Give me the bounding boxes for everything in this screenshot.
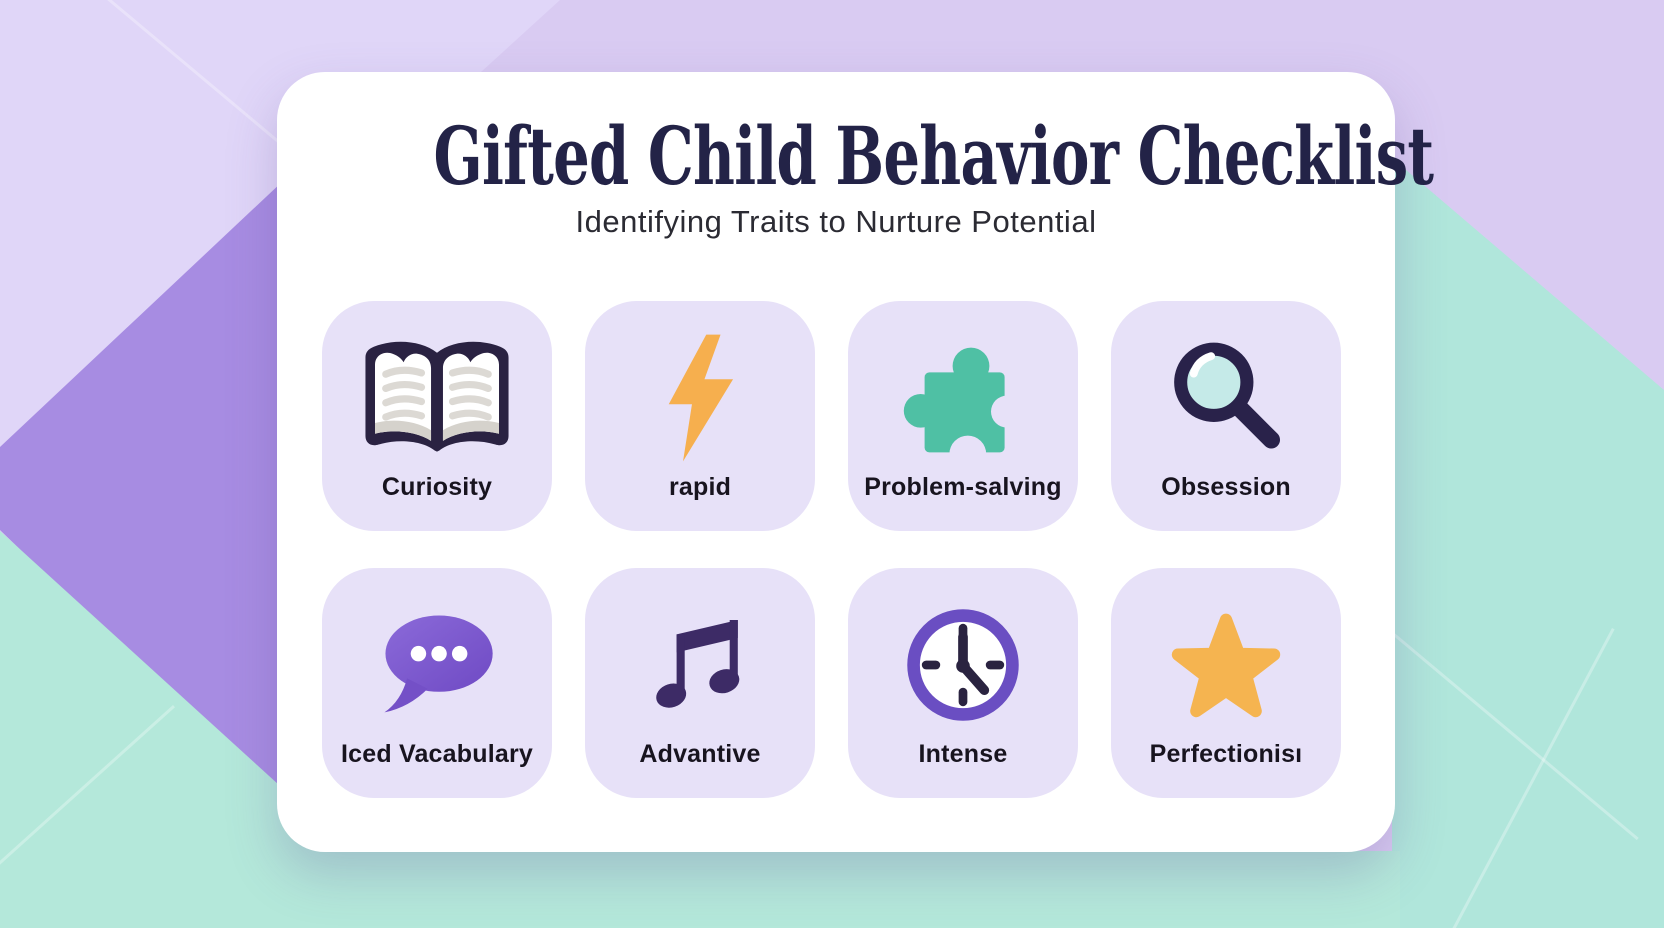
trait-label: Obsession: [1161, 473, 1291, 501]
checklist-panel: Gifted Child Behavior Checklist Identify…: [277, 72, 1434, 852]
trait-card-rapid: rapid: [585, 301, 815, 531]
trait-label: Problem-salving: [864, 473, 1062, 501]
page-subtitle: Identifying Traits to Nurture Potential: [575, 204, 1097, 239]
music-note-icon: [646, 594, 754, 736]
trait-card-obsession: Obsession: [1111, 301, 1341, 531]
trait-card-intense: Intense: [848, 568, 1078, 798]
trait-card-problem-solving: Problem-salving: [848, 301, 1078, 531]
trait-card-perfectionist: Perfectionisı: [1111, 568, 1341, 798]
lightning-bolt-icon: [659, 327, 741, 469]
trait-card-music: Advantive: [585, 568, 815, 798]
page-title: Gifted Child Behavior Checklist: [433, 109, 1434, 203]
trait-card-curiosity: Curiosity: [322, 301, 552, 531]
trait-label: Iced Vacabulary: [340, 740, 533, 768]
trait-label: Advantive: [639, 740, 761, 768]
puzzle-piece-icon: [899, 327, 1027, 469]
trait-card-vocabulary: Iced Vacabulary: [322, 568, 552, 798]
star-icon: [1163, 594, 1289, 736]
trait-label: Intense: [918, 740, 1008, 768]
magnifying-glass-icon: [1165, 327, 1287, 469]
trait-label: rapid: [668, 473, 732, 501]
open-book-icon: [358, 327, 516, 469]
trait-label: Curiosity: [381, 473, 493, 501]
trait-label: Perfectionisı: [1149, 740, 1303, 768]
speech-bubble-icon: [370, 594, 504, 736]
clock-icon: [900, 594, 1026, 736]
trait-grid: Curiosity rapid: [322, 301, 1341, 798]
